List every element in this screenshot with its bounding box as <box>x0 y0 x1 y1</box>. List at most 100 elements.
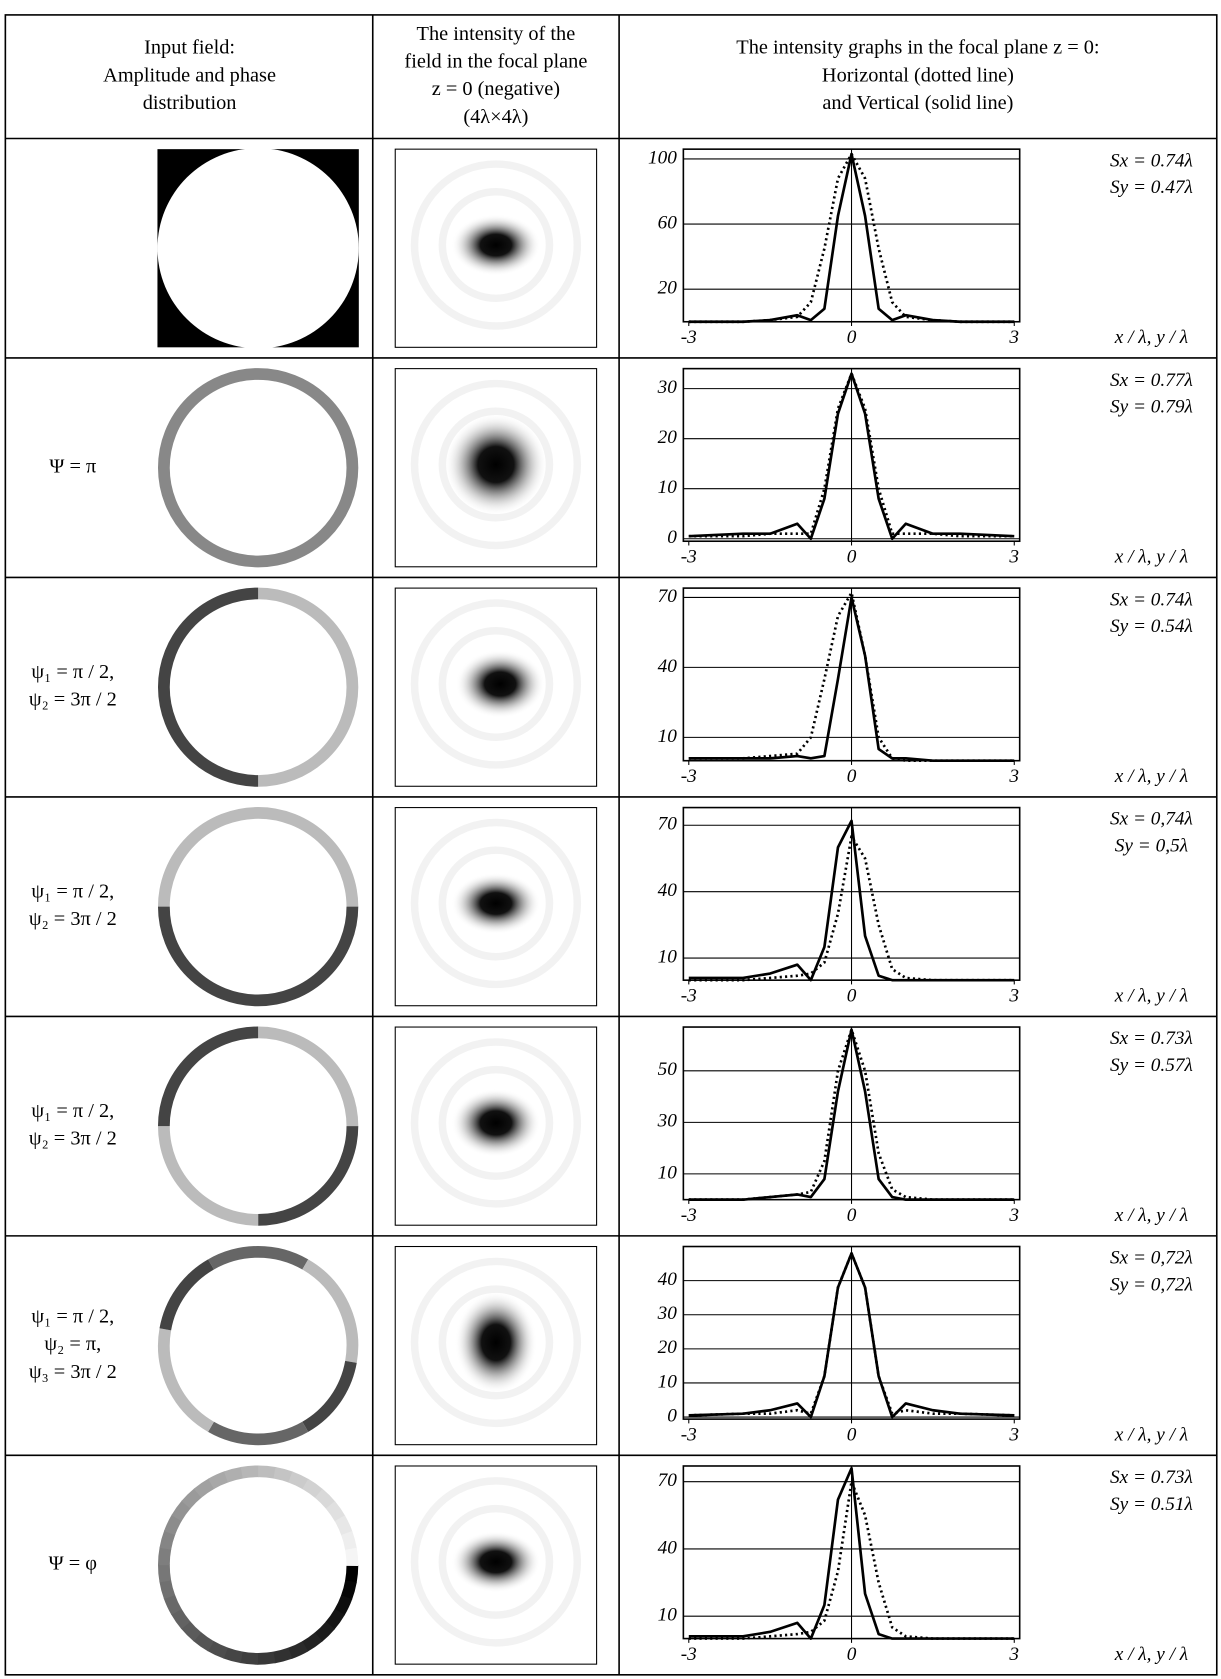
ring-segment <box>177 1504 187 1518</box>
intensity-spot <box>451 214 540 275</box>
header-text: Amplitude and phase <box>103 64 276 86</box>
x-tick-label: 3 <box>1008 1644 1019 1665</box>
axis-label: x / λ, y / λ <box>1114 1425 1188 1446</box>
y-tick-label: 20 <box>658 1337 678 1358</box>
y-tick-label: 70 <box>658 814 678 835</box>
ring-segment <box>290 1477 306 1484</box>
y-tick-label: 70 <box>658 586 678 607</box>
x-tick-label: -3 <box>681 547 697 568</box>
x-tick-label: -3 <box>681 986 697 1007</box>
header-text: (4λ×4λ) <box>463 106 528 128</box>
ring-segment <box>258 1032 352 1126</box>
axis-label: x / λ, y / λ <box>1114 1644 1188 1665</box>
y-tick-label: 10 <box>658 726 678 747</box>
row-label: ψ₂ = π, <box>44 1333 101 1355</box>
ring-segment <box>164 1548 166 1565</box>
x-tick-label: 3 <box>1008 986 1019 1007</box>
header-text: Horizontal (dotted line) <box>822 64 1014 86</box>
ring-segment <box>165 1264 211 1329</box>
ring-segment <box>164 1329 211 1426</box>
axis-label: x / λ, y / λ <box>1114 766 1188 787</box>
ring-segment <box>164 1032 258 1126</box>
x-tick-label: 0 <box>847 766 857 787</box>
y-tick-label: 10 <box>658 1605 678 1626</box>
ring-segment <box>165 1581 169 1598</box>
header-text: The intensity graphs in the focal plane … <box>736 37 1099 59</box>
x-tick-label: 3 <box>1008 327 1019 348</box>
sy-value: Sy = 0.51λ <box>1110 1494 1193 1515</box>
intensity-spot <box>445 413 548 515</box>
header-text: z = 0 (negative) <box>432 78 560 100</box>
x-tick-label: 3 <box>1008 1205 1019 1226</box>
aperture <box>157 148 358 348</box>
y-tick-label: 40 <box>658 1269 678 1290</box>
sy-value: Sy = 0.47λ <box>1110 177 1193 198</box>
sy-value: Sy = 0,5λ <box>1115 835 1188 856</box>
ring-segment <box>198 1483 212 1493</box>
ring-segment <box>351 1565 353 1582</box>
ring-segment <box>339 1597 346 1613</box>
ring-segment <box>164 1564 165 1581</box>
ring-segment <box>211 1477 227 1484</box>
axis-label: x / λ, y / λ <box>1114 1205 1188 1226</box>
sx-value: Sx = 0,74λ <box>1110 809 1193 830</box>
ring-segment <box>257 1657 274 1658</box>
ring-segment <box>305 1264 352 1361</box>
y-tick-label: 10 <box>658 1162 678 1183</box>
table: Input field:Amplitude and phasedistribut… <box>0 0 1221 1679</box>
x-tick-label: 0 <box>847 1205 857 1226</box>
x-tick-label: 0 <box>847 327 857 348</box>
x-tick-label: -3 <box>681 1425 697 1446</box>
header-text: and Vertical (solid line) <box>822 92 1013 114</box>
x-tick-label: -3 <box>681 1205 697 1226</box>
ring-segment <box>225 1653 242 1658</box>
ring-segment <box>210 1646 226 1653</box>
x-tick-label: 0 <box>847 986 857 1007</box>
y-tick-label: 50 <box>658 1059 678 1080</box>
sx-value: Sx = 0.73λ <box>1110 1028 1193 1049</box>
ring-segment <box>170 1517 177 1533</box>
ring-segment <box>185 1625 197 1637</box>
x-tick-label: 3 <box>1008 1425 1019 1446</box>
sx-value: Sx = 0.74λ <box>1110 589 1193 610</box>
row-label: ψ₁ = π / 2, <box>31 661 114 683</box>
sy-value: Sy = 0.79λ <box>1110 396 1193 417</box>
y-tick-label: 10 <box>658 477 678 498</box>
sx-value: Sx = 0,72λ <box>1110 1248 1193 1269</box>
ring-segment <box>274 1653 291 1657</box>
ring-segment <box>186 1493 198 1505</box>
row-label: ψ₁ = π / 2, <box>31 1306 114 1328</box>
y-tick-label: 30 <box>657 377 678 398</box>
ring-segment <box>176 1611 186 1625</box>
row-label: ψ₁ = π / 2, <box>31 1100 114 1122</box>
ring-segment <box>241 1657 258 1659</box>
intensity-spot <box>451 873 540 934</box>
ring-segment <box>226 1473 243 1477</box>
x-tick-label: -3 <box>681 327 697 348</box>
ring-segment <box>258 1126 352 1220</box>
axis-label: x / λ, y / λ <box>1114 986 1188 1007</box>
y-tick-label: 70 <box>658 1470 678 1491</box>
header-text: The intensity of the <box>417 23 576 45</box>
ring-segment <box>318 1625 330 1637</box>
ring-segment <box>258 1471 275 1473</box>
intensity-spot <box>451 1531 540 1592</box>
y-tick-label: 0 <box>667 1406 677 1427</box>
axis-label: x / λ, y / λ <box>1114 327 1188 348</box>
row-label: ψ₃ = 3π / 2 <box>29 1361 117 1383</box>
ring-segment <box>197 1636 211 1646</box>
header-text: Input field: <box>144 37 235 59</box>
ring-segment <box>346 1581 351 1598</box>
ring-segment <box>211 1252 305 1265</box>
row-label: ψ₁ = π / 2, <box>31 880 114 902</box>
x-tick-label: -3 <box>681 766 697 787</box>
y-tick-label: 100 <box>648 147 677 168</box>
intensity-spot <box>456 650 545 718</box>
ring-segment <box>165 1532 170 1549</box>
y-tick-label: 60 <box>658 212 678 233</box>
ring-segment <box>242 1471 259 1472</box>
ring-segment <box>290 1646 306 1653</box>
y-tick-label: 30 <box>657 1303 678 1324</box>
intensity-spot <box>451 1089 540 1157</box>
axis-label: x / λ, y / λ <box>1114 547 1188 568</box>
